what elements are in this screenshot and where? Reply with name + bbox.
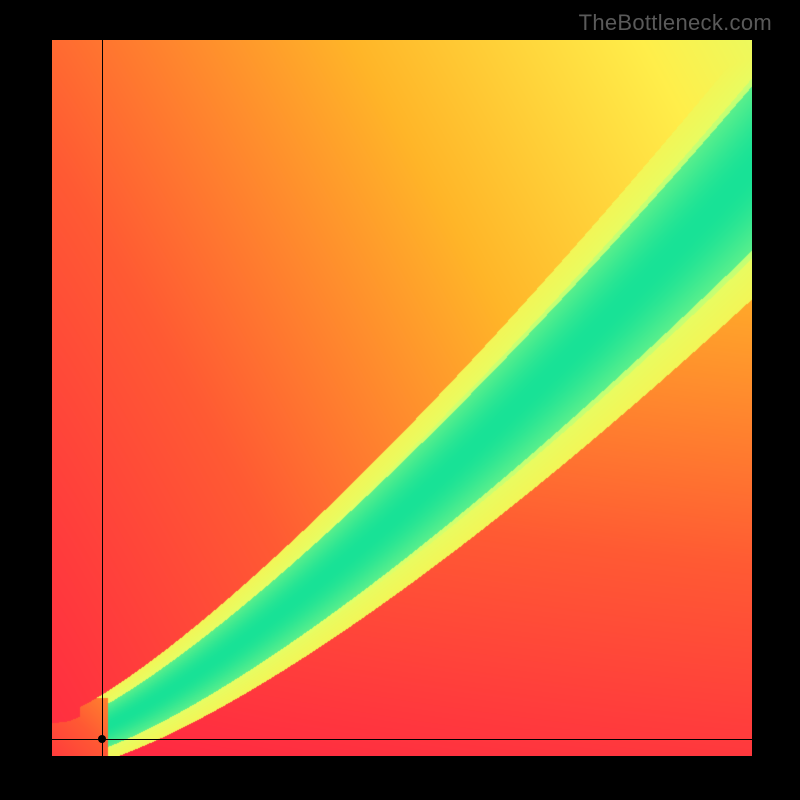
watermark-text: TheBottleneck.com [579, 10, 772, 36]
crosshair-horizontal-line [52, 739, 752, 740]
chart-container: TheBottleneck.com [0, 0, 800, 800]
bottleneck-heatmap [52, 40, 752, 756]
crosshair-vertical-line [102, 40, 103, 756]
